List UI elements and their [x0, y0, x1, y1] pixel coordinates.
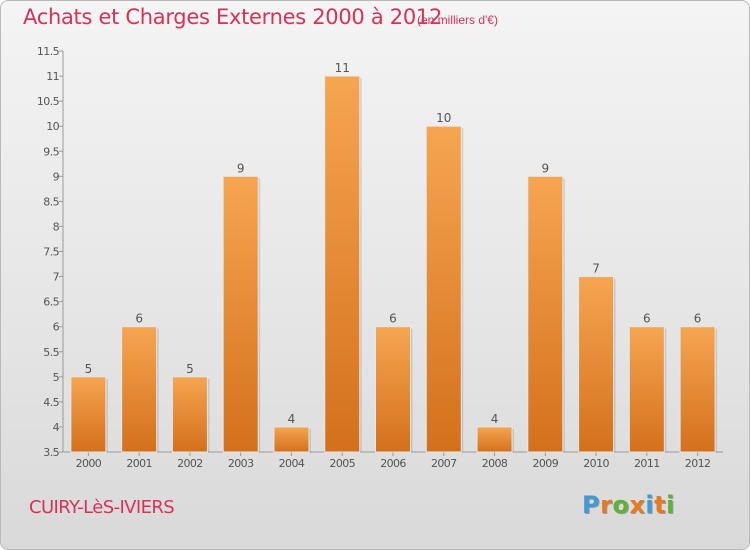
bar-value-label: 4: [288, 412, 296, 426]
bar-value-label: 6: [643, 312, 651, 326]
x-tick-label: 2002: [177, 457, 203, 470]
bar-value-label: 6: [135, 312, 143, 326]
y-tick-label: 8: [53, 220, 60, 233]
bar-2011: [628, 326, 665, 453]
x-tick-label: 2003: [228, 457, 254, 470]
logo-letter: i: [666, 491, 675, 519]
logo-letter: i: [645, 491, 655, 519]
bar-2012: [679, 326, 716, 453]
y-tick-label: 7.5: [43, 246, 59, 259]
bar-value-label: 5: [186, 362, 194, 376]
bar-2005: [324, 75, 361, 453]
x-tick-label: 2010: [583, 457, 609, 470]
x-tick-label: 2001: [126, 457, 152, 470]
y-tick-label: 9.5: [43, 145, 59, 158]
y-tick-label: 10: [46, 120, 59, 133]
bar-value-label: 9: [541, 161, 549, 175]
bar-value-label: 10: [436, 111, 451, 125]
bar-value-label: 11: [335, 61, 350, 75]
logo-letter: o: [612, 491, 630, 519]
x-tick-label: 2007: [431, 457, 457, 470]
bar-2010: [578, 276, 615, 453]
logo-letter: t: [654, 491, 667, 519]
y-tick-label: 3.5: [43, 446, 59, 459]
commune-name: CUIRY-LèS-IVIERS: [29, 497, 175, 518]
bar-2003: [222, 175, 259, 453]
y-tick-label: 6.5: [43, 296, 59, 309]
bar-2006: [375, 326, 411, 453]
proxiti-logo: Proxiti: [582, 491, 675, 519]
chart-title: Achats et Charges Externes 2000 à 2012: [23, 5, 443, 29]
bar-2001: [121, 326, 158, 453]
y-tick-label: 10.5: [37, 95, 60, 108]
bar-value-label: 5: [85, 362, 93, 376]
y-tick-label: 4.5: [43, 396, 59, 409]
y-tick-label: 11.5: [37, 45, 60, 58]
y-tick-label: 6: [53, 321, 60, 334]
y-tick-label: 7: [53, 271, 60, 284]
bar-2002: [171, 376, 208, 453]
y-tick-label: 5: [53, 371, 60, 384]
y-tick-label: 4: [53, 421, 60, 434]
bar-value-label: 4: [491, 412, 499, 426]
logo-letter: r: [600, 491, 613, 519]
x-tick-label: 2011: [634, 457, 660, 470]
x-tick-label: 2012: [685, 457, 711, 470]
logo-letter: x: [629, 491, 646, 519]
bar-value-label: 6: [694, 312, 702, 326]
x-tick-label: 2009: [533, 457, 559, 470]
x-tick-label: 2000: [76, 457, 102, 470]
bar-2007: [425, 125, 462, 453]
bar-2008: [476, 426, 513, 453]
y-tick-label: 5.5: [43, 346, 59, 359]
bar-2009: [527, 175, 564, 453]
bar-value-label: 9: [237, 161, 245, 175]
y-tick-label: 9: [53, 170, 60, 183]
chart-subtitle: (en milliers d'€): [417, 13, 498, 27]
y-tick-label: 8.5: [43, 195, 59, 208]
y-tick-label: 11: [46, 70, 59, 83]
x-tick-label: 2005: [329, 457, 355, 470]
x-tick-label: 2008: [482, 457, 508, 470]
bar-value-label: 6: [389, 312, 397, 326]
bar-2000: [70, 376, 107, 453]
x-tick-label: 2006: [380, 457, 406, 470]
logo-letter: P: [582, 491, 601, 519]
x-tick-label: 2004: [279, 457, 305, 470]
bar-2004: [273, 426, 310, 453]
bar-value-label: 7: [592, 262, 600, 276]
